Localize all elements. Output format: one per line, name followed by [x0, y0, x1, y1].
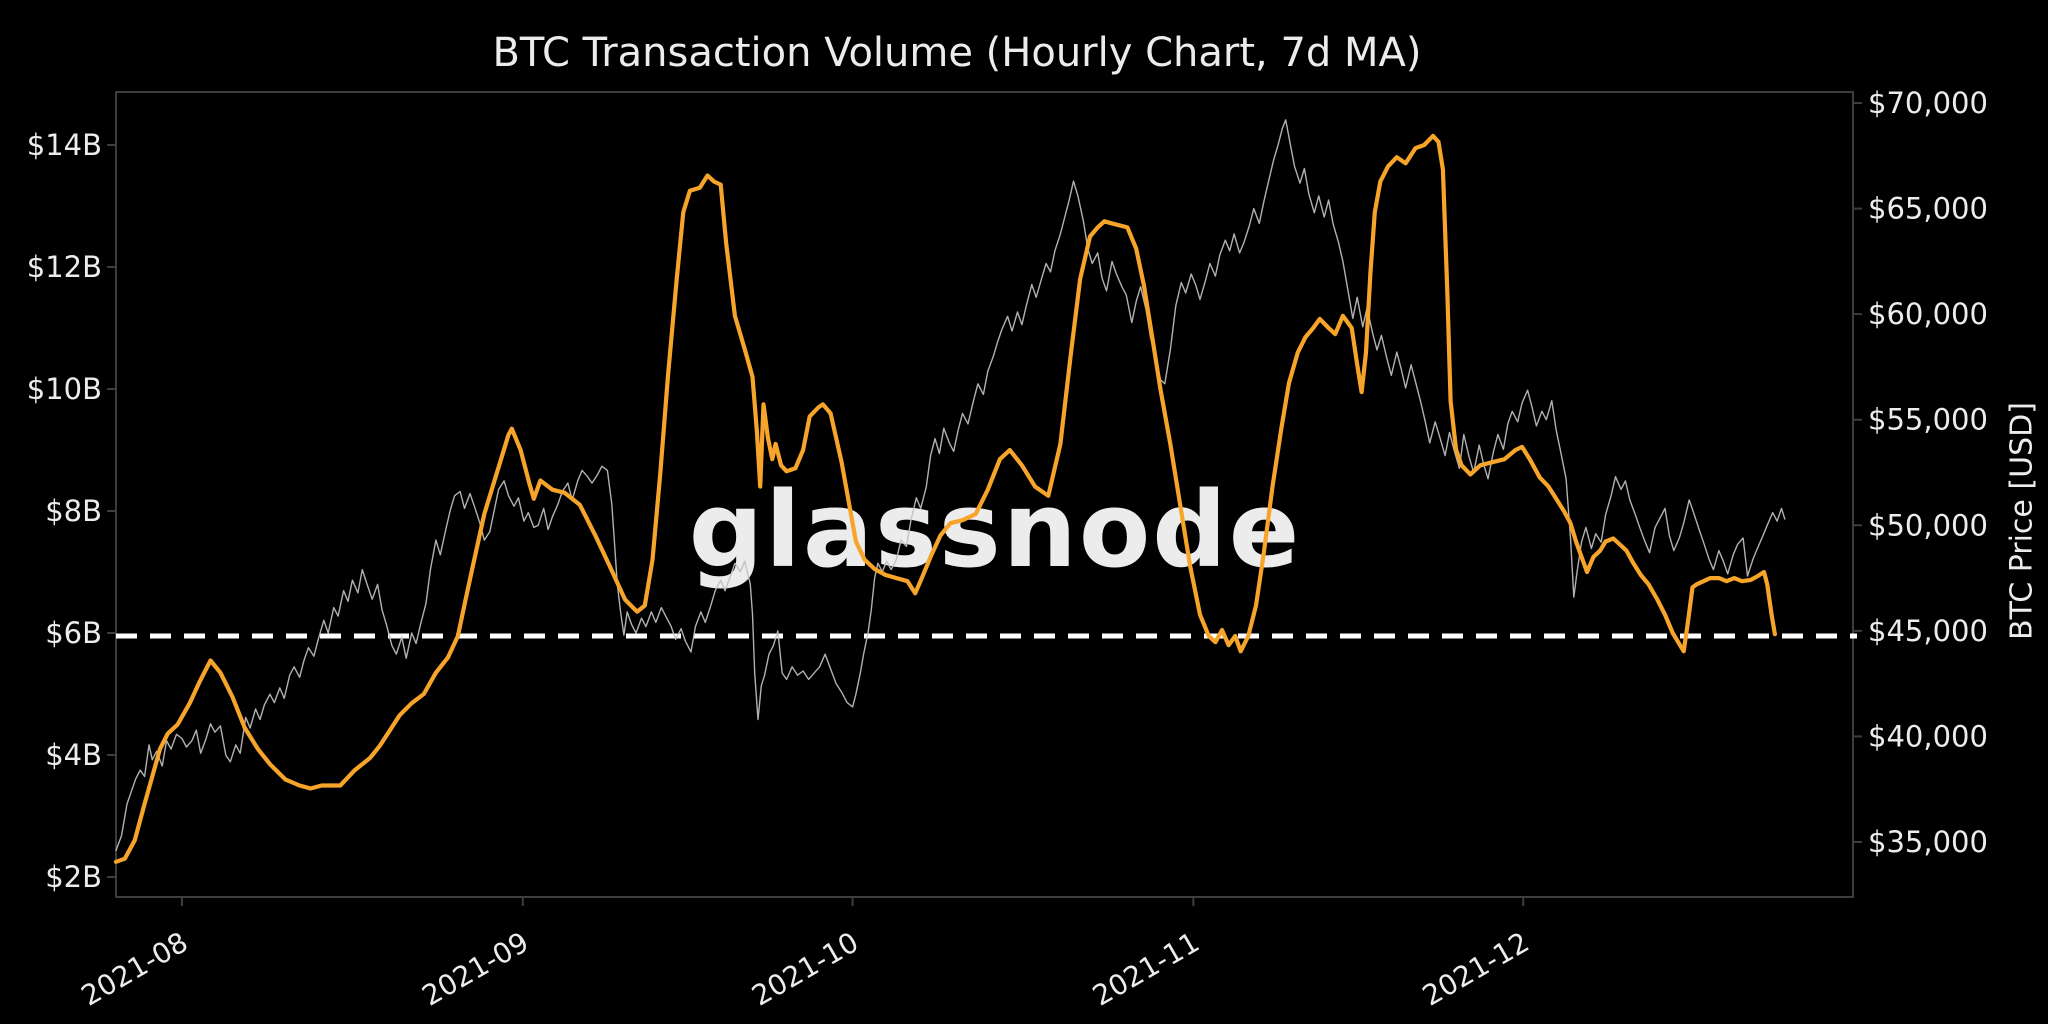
y-right-tick-label: $40,000	[1868, 719, 1988, 753]
y-right-tick-label: $65,000	[1868, 192, 1988, 226]
y-left-tick-label: $12B	[27, 250, 102, 284]
y-left-tick-label: $4B	[45, 738, 102, 772]
y-right-tick-label: $60,000	[1868, 297, 1988, 331]
y-right-tick-label: $55,000	[1868, 403, 1988, 437]
y-left-tick-label: $6B	[45, 616, 102, 650]
y-right-tick-label: $35,000	[1868, 825, 1988, 859]
y-left-tick-label: $14B	[27, 128, 102, 162]
right-axis-title: BTC Price [USD]	[2005, 402, 2040, 640]
y-right-tick-label: $45,000	[1868, 614, 1988, 648]
y-right-tick-label: $50,000	[1868, 508, 1988, 542]
y-left-tick-label: $8B	[45, 494, 102, 528]
plot-border	[115, 91, 1854, 898]
x-tick-label: 2021-11	[1087, 925, 1205, 1012]
y-right-tick-label: $70,000	[1868, 86, 1988, 120]
y-left-tick-label: $10B	[27, 372, 102, 406]
y-left-tick-label: $2B	[45, 860, 102, 894]
x-tick-label: 2021-09	[416, 925, 534, 1012]
glassnode-watermark: glassnode	[689, 469, 1302, 591]
volume-line-series	[113, 133, 1778, 864]
x-tick-label: 2021-10	[746, 925, 864, 1012]
x-tick-label: 2021-12	[1417, 925, 1535, 1012]
price-line-series	[115, 119, 1786, 852]
chart-title: BTC Transaction Volume (Hourly Chart, 7d…	[492, 30, 1421, 76]
x-tick-label: 2021-08	[76, 925, 194, 1012]
